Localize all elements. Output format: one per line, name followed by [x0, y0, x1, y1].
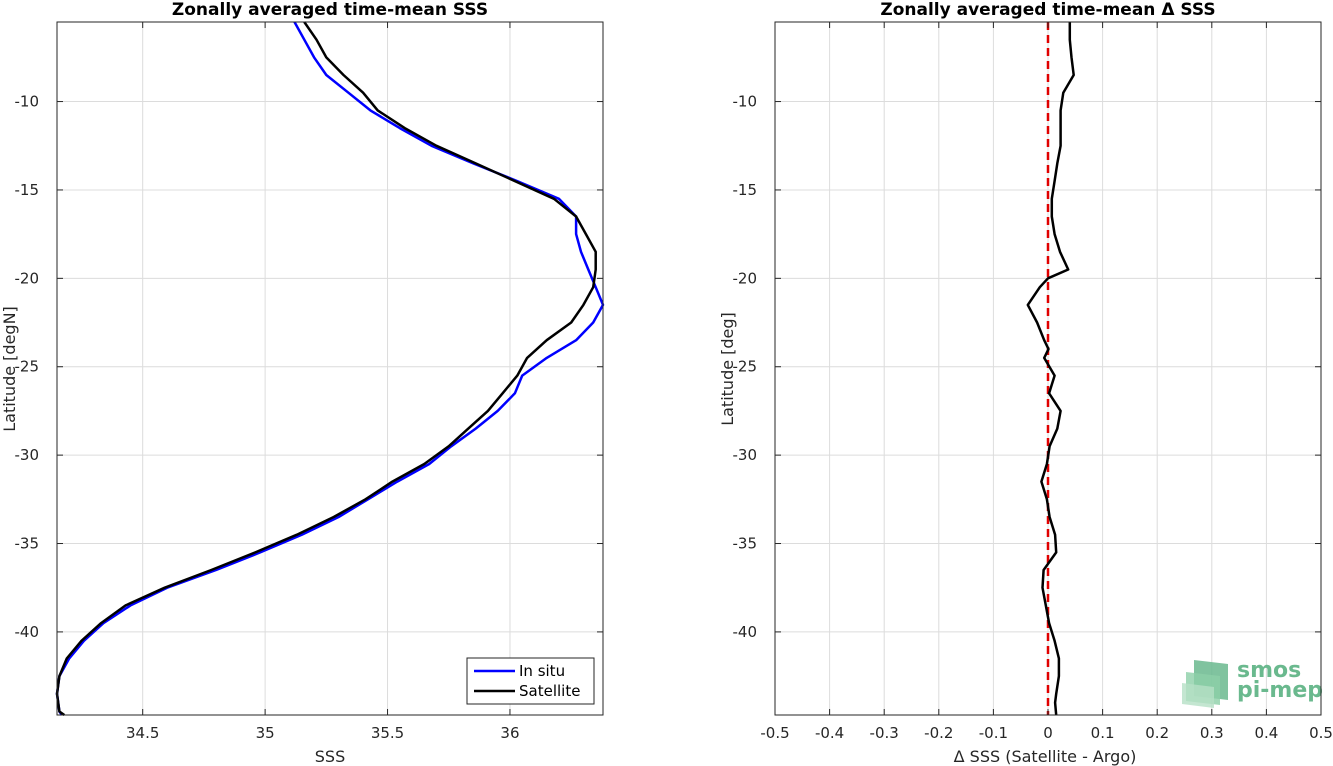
left-x-tick-label: 35	[256, 724, 275, 742]
right-chart-title: Zonally averaged time-mean Δ SSS	[880, 0, 1215, 20]
right-series-line-delta-sss	[1026, 22, 1075, 716]
right-y-tick-label: -15	[733, 181, 758, 199]
left-axes: 34.5 35 35.5 36 -40 -35 -30 -25 -20 -15 -10 Zonall…	[0, 0, 605, 766]
right-series	[1026, 22, 1075, 716]
right-y-tick-label: -35	[733, 535, 758, 553]
right-x-tick-label: -0.3	[870, 724, 899, 742]
left-series	[55, 21, 605, 717]
left-ticks: 34.5 35 35.5 36 -40 -35 -30 -25 -20 -15 -10	[15, 22, 603, 742]
right-x-tick-label: 0.1	[1091, 724, 1115, 742]
left-series-line-in-situ	[55, 21, 605, 716]
left-x-tick-label: 34.5	[126, 724, 159, 742]
right-y-axis-label: Latitude [deg]	[718, 312, 737, 426]
logo-text-smos: smos	[1237, 658, 1301, 683]
left-chart-title: Zonally averaged time-mean SSS	[172, 0, 488, 20]
right-x-tick-label: 0.2	[1145, 724, 1169, 742]
left-y-tick-label: -15	[15, 181, 40, 199]
left-y-tick-label: -30	[15, 446, 40, 464]
left-grid	[57, 22, 603, 715]
right-y-tick-label: -20	[733, 269, 758, 287]
left-x-axis-label: SSS	[315, 747, 345, 766]
right-x-axis-label: Δ SSS (Satellite - Argo)	[954, 747, 1137, 766]
smos-pi-mep-logo: smos pi-mep	[1182, 658, 1323, 708]
right-axes: smos pi-mep -0.5 -0.4 -0.3 -0.2 -0.1 0 0.1 0.2 0…	[718, 0, 1333, 766]
legend-label-in-situ: In situ	[519, 662, 565, 680]
left-plot-area	[57, 22, 603, 715]
right-x-tick-label: -0.5	[760, 724, 789, 742]
right-y-tick-label: -10	[733, 93, 758, 111]
legend-label-satellite: Satellite	[519, 682, 580, 700]
left-y-tick-label: -20	[15, 269, 40, 287]
right-y-tick-label: -30	[733, 446, 758, 464]
right-x-tick-label: 0.5	[1309, 724, 1333, 742]
left-y-tick-label: -10	[15, 93, 40, 111]
left-y-tick-label: -25	[15, 358, 40, 376]
right-x-tick-label: -0.4	[815, 724, 844, 742]
left-axes-frame	[56, 21, 604, 716]
left-y-tick-label: -40	[15, 623, 40, 641]
logo-text-pi-mep: pi-mep	[1237, 678, 1323, 703]
logo-mark-icon	[1182, 660, 1228, 708]
legend: In situ Satellite	[466, 657, 595, 705]
right-x-tick-label: -0.1	[979, 724, 1008, 742]
left-y-tick-label: -35	[15, 535, 40, 553]
left-x-tick-label: 35.5	[371, 724, 404, 742]
right-ticks: -0.5 -0.4 -0.3 -0.2 -0.1 0 0.1 0.2 0.3 0.4 0.5 -40 -…	[733, 22, 1333, 742]
left-series-line-satellite	[55, 21, 597, 717]
right-y-tick-label: -25	[733, 358, 758, 376]
right-x-tick-label: 0.4	[1254, 724, 1278, 742]
right-x-tick-label: 0.3	[1200, 724, 1224, 742]
legend-box	[466, 657, 595, 705]
right-x-tick-label: -0.2	[924, 724, 953, 742]
left-y-axis-label: Latitude [degN]	[0, 306, 19, 432]
right-x-tick-label: 0	[1043, 724, 1053, 742]
left-x-tick-label: 36	[500, 724, 519, 742]
right-y-tick-label: -40	[733, 623, 758, 641]
